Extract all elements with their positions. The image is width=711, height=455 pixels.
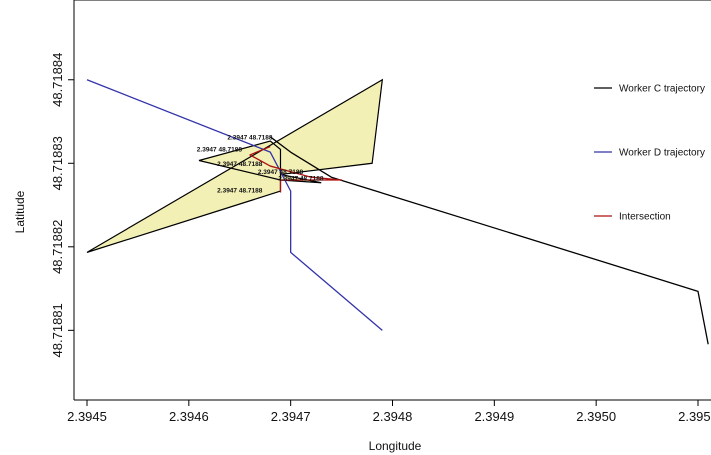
y-axis: 48.71881 48.71882 48.71883 48.71884 (50, 53, 74, 357)
series-line-0 (269, 136, 709, 345)
x-tick-label-0: 2.3945 (67, 409, 107, 424)
x-tick-label-1: 2.3946 (169, 409, 209, 424)
x-tick-label-6: 2.3951 (678, 409, 711, 424)
point-label-2: 2.3947 48.7188 (217, 161, 263, 168)
x-tick-label-2: 2.3947 (271, 409, 311, 424)
point-label-4: 2.3947 48.7188 (278, 176, 324, 183)
y-tick-label-0: 48.71881 (50, 303, 65, 357)
series-line-1 (86, 79, 383, 331)
point-label-1: 2.3947 48.7188 (197, 146, 243, 153)
point-label-5: 2.3947 48.7188 (217, 188, 263, 195)
legend-label-0: Worker C trajectory (619, 84, 705, 95)
legend-label-1: Worker D trajectory (619, 148, 705, 159)
point-label-3: 2.3947 48.7188 (258, 169, 304, 176)
y-tick-label-3: 48.71884 (50, 53, 65, 107)
series-line-2 (249, 145, 343, 193)
y-axis-title: Latitude (13, 190, 27, 233)
x-tick-label-5: 2.3950 (576, 409, 616, 424)
point-label-0: 2.3947 48.7188 (227, 135, 273, 142)
x-tick-label-4: 2.3949 (474, 409, 514, 424)
legend: Worker C trajectory Worker D trajectory In… (594, 84, 705, 223)
x-axis-title: Longitude (369, 439, 422, 453)
legend-label-2: Intersection (619, 212, 671, 223)
x-axis: 2.3945 2.3946 2.3947 2.3948 2.3949 2.3950 2.39… (67, 400, 711, 424)
annotation-layer: 2.3947 48.71882.3947 48.71882.3947 48.71… (197, 135, 324, 195)
y-tick-label-1: 48.71882 (50, 220, 65, 274)
y-tick-label-2: 48.71883 (50, 136, 65, 190)
series-layer (86, 79, 709, 345)
x-tick-label-3: 2.3948 (373, 409, 413, 424)
